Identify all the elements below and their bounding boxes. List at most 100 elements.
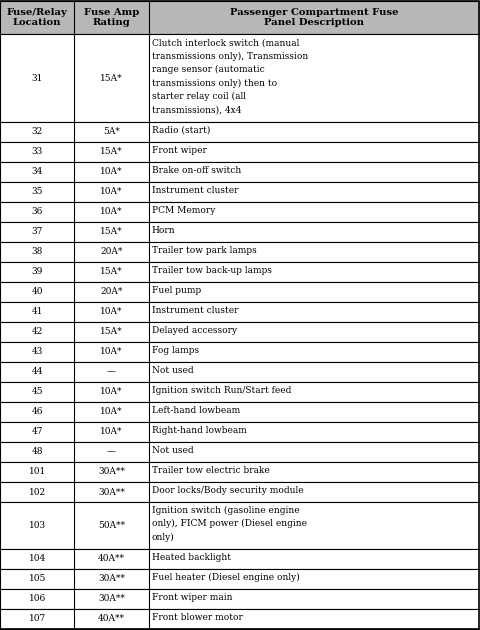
Text: 35: 35 (32, 188, 43, 197)
Text: 31: 31 (32, 74, 43, 83)
Bar (0, 35, 480, 122)
Bar (0, 442, 480, 462)
Text: 15A*: 15A* (100, 227, 123, 236)
Text: starter relay coil (all: starter relay coil (all (152, 92, 246, 101)
Text: 42: 42 (32, 328, 43, 336)
Bar (0, 242, 480, 262)
Bar (0, 262, 480, 282)
Bar (0, 122, 480, 142)
Bar (0, 502, 480, 549)
Bar (0, 482, 480, 502)
Bar (0, 222, 480, 242)
Text: 50A**: 50A** (98, 521, 125, 530)
Text: 38: 38 (32, 248, 43, 256)
Text: Front wiper: Front wiper (152, 146, 207, 155)
Text: 10A*: 10A* (100, 408, 123, 416)
Text: 40: 40 (32, 287, 43, 297)
Text: 37: 37 (32, 227, 43, 236)
Text: only), FICM power (Diesel engine: only), FICM power (Diesel engine (152, 519, 307, 529)
Text: 10A*: 10A* (100, 207, 123, 217)
Text: Not used: Not used (152, 446, 193, 455)
Text: 46: 46 (32, 408, 43, 416)
Text: 30A**: 30A** (98, 595, 125, 604)
Text: Trailer tow back-up lamps: Trailer tow back-up lamps (152, 266, 272, 275)
Text: Right-hand lowbeam: Right-hand lowbeam (152, 426, 247, 435)
Text: Clutch interlock switch (manual: Clutch interlock switch (manual (152, 38, 299, 47)
Bar (0, 402, 480, 422)
Bar (0, 342, 480, 362)
Text: Brake on-off switch: Brake on-off switch (152, 166, 241, 175)
Bar (0, 322, 480, 342)
Text: Passenger Compartment Fuse
Panel Description: Passenger Compartment Fuse Panel Descrip… (230, 8, 399, 28)
Text: 30A**: 30A** (98, 488, 125, 496)
Text: 15A*: 15A* (100, 268, 123, 277)
Text: 103: 103 (29, 521, 46, 530)
Bar (0, 422, 480, 442)
Text: 15A*: 15A* (100, 147, 123, 156)
Text: Ignition switch (gasoline engine: Ignition switch (gasoline engine (152, 506, 300, 515)
Text: 102: 102 (29, 488, 46, 496)
Text: 40A**: 40A** (98, 614, 125, 624)
Bar (0, 362, 480, 382)
Text: 48: 48 (32, 447, 43, 457)
Text: 40A**: 40A** (98, 554, 125, 563)
Text: 32: 32 (32, 127, 43, 137)
Text: Heated backlight: Heated backlight (152, 553, 231, 562)
Text: 10A*: 10A* (100, 387, 123, 396)
Text: 47: 47 (32, 428, 43, 437)
Text: 20A*: 20A* (100, 248, 123, 256)
Text: 106: 106 (29, 595, 46, 604)
Text: 45: 45 (31, 387, 43, 396)
Text: 43: 43 (32, 348, 43, 357)
Text: transmissions only) then to: transmissions only) then to (152, 79, 277, 88)
Bar (0, 609, 480, 629)
Text: 107: 107 (29, 614, 46, 624)
Text: Instrument cluster: Instrument cluster (152, 186, 238, 195)
Text: Front wiper main: Front wiper main (152, 593, 232, 602)
Text: 105: 105 (28, 575, 46, 583)
Text: Not used: Not used (152, 366, 193, 375)
Text: PCM Memory: PCM Memory (152, 206, 215, 215)
Text: transmissions), 4x4: transmissions), 4x4 (152, 106, 241, 115)
Bar (0, 382, 480, 402)
Text: Fuel heater (Diesel engine only): Fuel heater (Diesel engine only) (152, 573, 300, 582)
Text: 5A*: 5A* (103, 127, 120, 137)
Text: Left-hand lowbeam: Left-hand lowbeam (152, 406, 240, 415)
Text: 30A**: 30A** (98, 467, 125, 476)
Text: 10A*: 10A* (100, 348, 123, 357)
Text: only): only) (152, 533, 175, 542)
Text: 34: 34 (32, 168, 43, 176)
Bar (0, 549, 480, 569)
Bar (0, 302, 480, 322)
Text: Fuse/Relay
Location: Fuse/Relay Location (7, 8, 68, 28)
Text: 41: 41 (32, 307, 43, 316)
Bar (0, 589, 480, 609)
Bar (0, 162, 480, 182)
Text: Ignition switch Run/Start feed: Ignition switch Run/Start feed (152, 386, 291, 395)
Bar (0, 462, 480, 482)
Bar (0, 1, 480, 35)
Bar (0, 282, 480, 302)
Text: transmissions only), Transmission: transmissions only), Transmission (152, 52, 308, 61)
Text: 10A*: 10A* (100, 168, 123, 176)
Text: 30A**: 30A** (98, 575, 125, 583)
Text: Trailer tow electric brake: Trailer tow electric brake (152, 466, 270, 475)
Bar (0, 202, 480, 222)
Text: Delayed accessory: Delayed accessory (152, 326, 237, 335)
Text: —: — (107, 447, 116, 457)
Text: Instrument cluster: Instrument cluster (152, 306, 238, 315)
Text: 10A*: 10A* (100, 307, 123, 316)
Text: Door locks/Body security module: Door locks/Body security module (152, 486, 303, 495)
Text: 44: 44 (32, 367, 43, 377)
Bar (0, 182, 480, 202)
Text: —: — (107, 367, 116, 377)
Text: 33: 33 (32, 147, 43, 156)
Text: Fuse Amp
Rating: Fuse Amp Rating (84, 8, 139, 28)
Text: Fog lamps: Fog lamps (152, 346, 199, 355)
Text: 101: 101 (29, 467, 46, 476)
Bar (0, 142, 480, 162)
Text: 15A*: 15A* (100, 328, 123, 336)
Text: 10A*: 10A* (100, 188, 123, 197)
Text: Front blower motor: Front blower motor (152, 613, 243, 622)
Text: 15A*: 15A* (100, 74, 123, 83)
